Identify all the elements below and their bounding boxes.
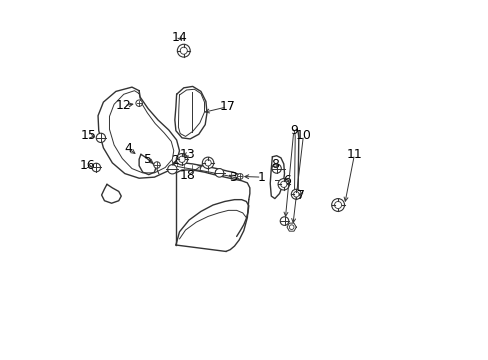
Text: 2: 2 (170, 154, 179, 167)
Circle shape (136, 100, 142, 107)
Text: 16: 16 (79, 159, 95, 172)
Circle shape (177, 44, 190, 57)
Text: 11: 11 (346, 148, 362, 161)
Circle shape (176, 154, 187, 165)
Text: 7: 7 (296, 189, 305, 202)
Text: 15: 15 (81, 129, 97, 142)
Circle shape (278, 179, 289, 190)
Text: 6: 6 (282, 174, 290, 187)
Circle shape (331, 199, 344, 211)
Text: 18: 18 (179, 169, 195, 182)
Circle shape (202, 157, 213, 168)
Circle shape (280, 217, 288, 225)
Text: 5: 5 (144, 153, 152, 166)
Circle shape (153, 162, 160, 168)
Text: 4: 4 (124, 142, 132, 155)
Circle shape (334, 202, 341, 208)
Circle shape (289, 225, 293, 229)
Circle shape (237, 174, 243, 179)
Circle shape (179, 156, 185, 162)
Circle shape (204, 160, 211, 166)
Circle shape (293, 192, 299, 197)
Text: 13: 13 (179, 148, 195, 161)
Circle shape (271, 164, 281, 173)
Text: 17: 17 (219, 100, 235, 113)
Circle shape (215, 168, 224, 177)
Text: 14: 14 (171, 31, 187, 44)
Circle shape (291, 189, 301, 199)
Text: 8: 8 (270, 158, 278, 171)
Circle shape (280, 181, 286, 188)
Text: 9: 9 (289, 124, 297, 137)
Text: 10: 10 (295, 129, 311, 142)
Text: 3: 3 (229, 171, 237, 184)
Circle shape (92, 163, 101, 172)
Circle shape (167, 165, 177, 174)
Text: 12: 12 (116, 99, 131, 112)
Text: 1: 1 (257, 171, 265, 184)
Circle shape (180, 47, 187, 54)
Circle shape (96, 133, 105, 143)
